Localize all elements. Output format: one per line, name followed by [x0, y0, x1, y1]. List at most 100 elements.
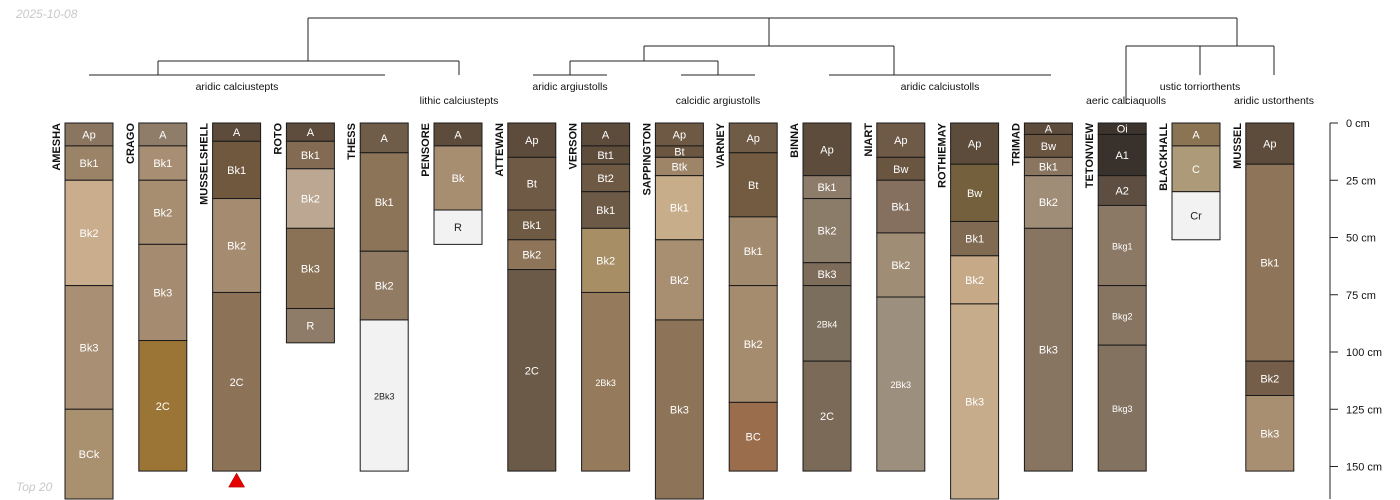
profile-name-amesha: AMESHA — [51, 123, 63, 171]
horizon-label-tetonview-3: Bkg1 — [1112, 242, 1133, 252]
horizon-amesha-3 — [64, 285, 114, 410]
profile-name-musselshell: MUSSELSHELL — [199, 123, 211, 205]
horizon-label-pensore-1: Bk — [452, 173, 465, 185]
depth-tick-label-125: 125 cm — [1346, 404, 1382, 416]
horizon-label-rothiemay-4: Bk3 — [965, 396, 984, 408]
horizon-label-binna-2: Bk2 — [818, 226, 837, 238]
profile-name-tetonview: TETONVIEW — [1084, 122, 1096, 188]
horizon-label-crago-0: A — [159, 129, 167, 141]
profile-name-blackhall: BLACKHALL — [1158, 123, 1170, 191]
horizon-label-rothiemay-3: Bk2 — [965, 275, 984, 287]
horizon-tetonview-2 — [1097, 175, 1147, 206]
horizon-label-pensore-0: A — [454, 129, 462, 141]
horizon-crago-4 — [138, 340, 188, 472]
profile-name-sappington: SAPPINGTON — [641, 123, 653, 196]
horizon-niart-2 — [876, 179, 926, 234]
horizon-label-varney-4: BC — [746, 432, 761, 444]
horizon-binna-0 — [802, 122, 852, 177]
horizon-thess-0 — [359, 122, 409, 154]
horizon-attewan-4 — [507, 269, 557, 472]
horizon-label-rothiemay-2: Bk1 — [965, 234, 984, 246]
horizon-rothiemay-2 — [950, 220, 1000, 257]
profile-name-trimad: TRIMAD — [1010, 123, 1022, 166]
depth-tick-label-150: 150 cm — [1346, 462, 1382, 474]
horizon-varney-2 — [728, 216, 778, 287]
horizon-mussel-0 — [1245, 122, 1295, 165]
horizon-label-rothiemay-1: Bw — [967, 188, 982, 200]
profile-trimad: A Bw Bk1 Bk2 Bk3 TRIMAD — [1010, 122, 1073, 472]
horizon-amesha-4 — [64, 408, 114, 500]
horizon-label-tetonview-0: Oi — [1117, 124, 1128, 136]
horizon-label-attewan-3: Bk2 — [522, 250, 541, 262]
horizon-label-roto-3: Bk3 — [301, 263, 320, 275]
horizon-blackhall-1 — [1171, 145, 1221, 193]
horizon-label-varney-1: Bt — [748, 180, 758, 192]
horizon-label-roto-0: A — [307, 127, 315, 139]
dendro-leaf-label-0: aridic calciustepts — [196, 81, 279, 93]
horizon-label-tetonview-1: A1 — [1115, 150, 1128, 162]
horizon-label-verson-3: Bk1 — [596, 205, 615, 217]
profile-binna: Ap Bk1 Bk2 Bk3 2Bk4 2C BINNA — [789, 122, 852, 472]
profile-attewan: Ap Bt Bk1 Bk2 2C ATTEWAN — [494, 122, 557, 472]
horizon-attewan-1 — [507, 156, 557, 211]
horizon-label-mussel-0: Ap — [1263, 139, 1276, 151]
depth-tick-label-50: 50 cm — [1346, 233, 1376, 245]
horizon-label-crago-3: Bk3 — [153, 287, 172, 299]
horizon-label-thess-2: Bk2 — [375, 281, 394, 293]
horizon-label-musselshell-3: 2C — [230, 377, 244, 389]
horizon-label-roto-1: Bk1 — [301, 150, 320, 162]
profile-name-niart: NIART — [863, 123, 875, 157]
horizon-niart-4 — [876, 296, 926, 472]
horizon-label-sappington-2: Btk — [671, 162, 687, 174]
horizon-thess-3 — [359, 319, 409, 472]
horizon-label-trimad-4: Bk3 — [1039, 345, 1058, 357]
horizon-label-niart-1: Bw — [893, 164, 908, 176]
dendro-leaf-label-3: calcidic argiustolls — [676, 95, 761, 107]
horizon-label-roto-4: R — [306, 321, 314, 333]
dendro-leaf-label-2: aridic argiustolls — [532, 81, 607, 93]
horizon-musselshell-2 — [212, 198, 262, 293]
profile-tetonview: Oi A1 A2 Bkg1 Bkg2 Bkg3 TETONVIEW — [1084, 122, 1147, 472]
horizon-label-roto-2: Bk2 — [301, 194, 320, 206]
horizon-label-verson-2: Bt2 — [597, 173, 614, 185]
profile-name-pensore: PENSORE — [420, 123, 432, 177]
horizon-label-verson-5: 2Bk3 — [595, 378, 616, 388]
profile-musselshell: A Bk1 Bk2 2C MUSSELSHELL — [199, 122, 262, 488]
depth-tick-label-75: 75 cm — [1346, 290, 1376, 302]
horizon-roto-1 — [285, 140, 335, 170]
horizon-trimad-3 — [1023, 175, 1073, 229]
horizon-label-thess-0: A — [381, 133, 389, 145]
horizon-label-amesha-2: Bk2 — [80, 228, 99, 240]
horizon-label-amesha-3: Bk3 — [80, 342, 99, 354]
horizon-label-amesha-1: Bk1 — [80, 158, 99, 170]
profile-mussel: Ap Bk1 Bk2 Bk3 MUSSEL — [1232, 122, 1295, 472]
horizon-label-trimad-0: A — [1045, 124, 1053, 136]
horizon-label-niart-2: Bk1 — [891, 202, 910, 214]
profile-sappington: Ap Bt Btk Bk1 Bk2 Bk3 SAPPINGTON — [641, 122, 704, 500]
horizon-label-crago-4: 2C — [156, 401, 170, 413]
profile-blackhall: A C Cr BLACKHALL — [1158, 122, 1221, 241]
horizon-attewan-0 — [507, 122, 557, 158]
horizon-label-binna-4: 2Bk4 — [817, 319, 838, 329]
horizon-mussel-2 — [1245, 360, 1295, 397]
horizon-label-binna-1: Bk1 — [818, 182, 837, 194]
horizon-label-blackhall-1: C — [1192, 164, 1200, 176]
horizon-binna-4 — [802, 285, 852, 362]
horizon-label-amesha-0: Ap — [82, 129, 95, 141]
horizon-sappington-4 — [654, 239, 704, 321]
horizon-sappington-5 — [654, 319, 704, 500]
horizon-label-attewan-0: Ap — [525, 135, 538, 147]
horizon-label-sappington-0: Ap — [673, 129, 686, 141]
marker-triangle — [228, 472, 246, 488]
horizon-label-thess-1: Bk1 — [375, 197, 394, 209]
dendro-leaf-label-4: aridic calciustolls — [901, 81, 980, 93]
horizon-label-tetonview-5: Bkg3 — [1112, 404, 1133, 414]
horizon-label-niart-3: Bk2 — [891, 260, 910, 272]
dendro-leaf-label-7: aridic ustorthents — [1234, 95, 1314, 107]
horizon-label-binna-5: 2C — [820, 411, 834, 423]
horizon-label-amesha-4: BCk — [79, 449, 100, 461]
horizon-musselshell-3 — [212, 291, 262, 472]
horizon-pensore-2 — [433, 209, 483, 245]
dendro-leaf-label-1: lithic calciustepts — [420, 95, 499, 107]
